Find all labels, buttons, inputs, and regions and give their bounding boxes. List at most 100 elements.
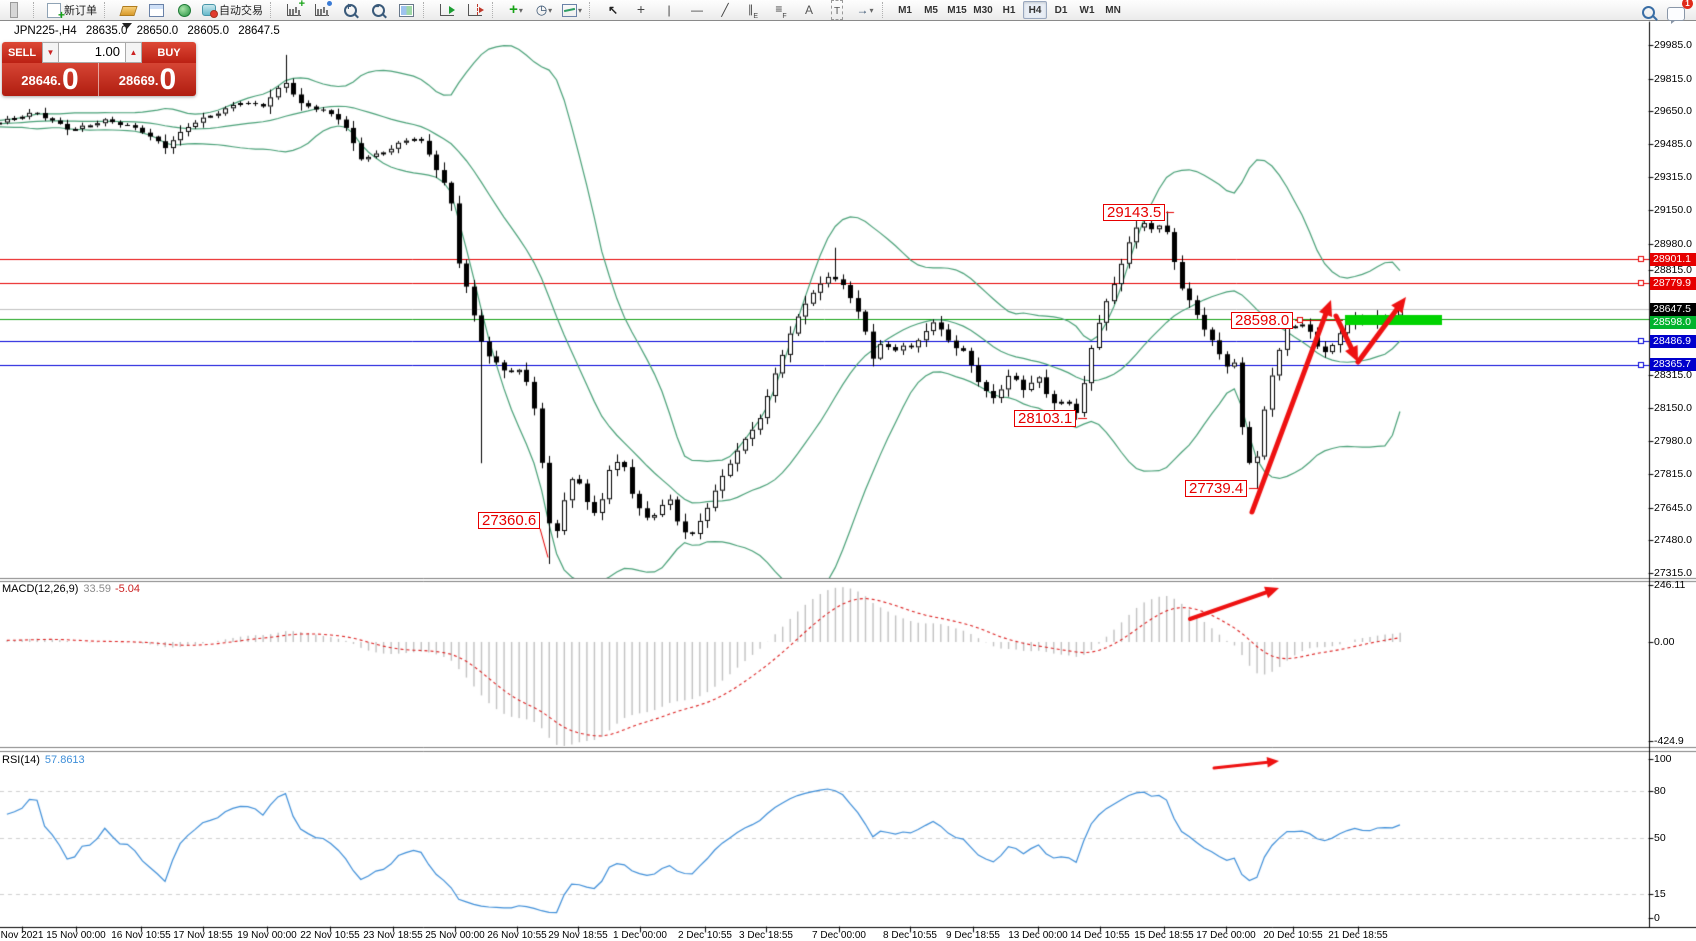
open-value: 28635.0	[85, 25, 128, 37]
text-button[interactable]	[796, 0, 822, 20]
horizontal-line-button[interactable]	[684, 0, 710, 20]
timeframe-m30-button[interactable]: M30	[973, 4, 993, 16]
dropdown-caret-icon[interactable]: ▾	[548, 5, 553, 15]
price-axis-label: 27315.0	[1654, 567, 1692, 579]
tile-windows-button[interactable]	[393, 0, 419, 20]
trendline-icon	[721, 1, 728, 19]
chart-shift-button[interactable]	[462, 0, 488, 20]
auto-scroll-button[interactable]	[434, 0, 460, 20]
main-toolbar: 新订单 自动交易 ▾ ▾ ▾ ▾ M1 M5 M15 M30 H1 H4 D1 W1 MN	[0, 0, 1696, 22]
sounds-button[interactable]	[171, 0, 197, 20]
price-callout-label[interactable]: 27739.4	[1185, 480, 1248, 497]
timeframe-d1-button[interactable]: D1	[1054, 4, 1068, 16]
zoom-in-button[interactable]	[337, 0, 363, 20]
alerts-button[interactable]	[115, 0, 141, 20]
price-axis-label: 28815.0	[1654, 264, 1692, 276]
period-menu-button[interactable]: ▾	[531, 0, 557, 20]
time-axis-label: 16 Nov 10:55	[111, 930, 171, 941]
oneclick-collapse-caret[interactable]	[122, 23, 132, 29]
time-axis-label: 22 Nov 10:55	[300, 930, 360, 941]
template-menu-icon	[562, 3, 577, 17]
label-button[interactable]	[824, 0, 850, 20]
timeframe-m15-button[interactable]: M15	[947, 4, 967, 16]
volume-up-button[interactable]: ▲	[125, 42, 142, 63]
rsi-axis-label: 0	[1654, 912, 1660, 924]
macd-axis-label: 0.00	[1654, 636, 1675, 648]
price-axis-badge: 28647.5	[1650, 303, 1696, 316]
indicator-list-button[interactable]	[281, 0, 307, 20]
price-callout-label[interactable]: 28103.1	[1014, 410, 1077, 427]
search-button[interactable]	[1635, 2, 1661, 22]
price-axis-label: 29485.0	[1654, 138, 1692, 150]
buy-button[interactable]: BUY	[142, 42, 196, 63]
high-value: 28650.0	[136, 25, 179, 37]
new-order-icon	[47, 2, 65, 22]
trendline-button[interactable]	[712, 0, 738, 20]
price-axis-label: 27815.0	[1654, 468, 1692, 480]
time-axis-label: 19 Nov 00:00	[237, 930, 297, 941]
buy-price[interactable]: 28669. 0	[99, 63, 196, 96]
dropdown-caret-icon[interactable]: ▾	[518, 5, 523, 15]
cursor-button[interactable]	[600, 0, 626, 20]
price-axis-label: 29985.0	[1654, 39, 1692, 51]
text-icon	[805, 1, 813, 19]
price-axis-label: 29815.0	[1654, 73, 1692, 85]
time-axis-label: 23 Nov 18:55	[363, 930, 423, 941]
price-callout-label[interactable]: 28598.0	[1231, 312, 1294, 329]
price-axis-label: 27645.0	[1654, 502, 1692, 514]
fibonacci-button[interactable]	[768, 0, 794, 20]
zoom-out-button[interactable]	[365, 0, 391, 20]
macd-name: MACD(12,26,9)	[2, 583, 79, 595]
vertical-line-button[interactable]	[656, 0, 682, 20]
buy-price-pip: 0	[159, 63, 177, 96]
fibonacci-icon	[775, 0, 786, 19]
timeframe-mn-button[interactable]: MN	[1105, 4, 1121, 16]
timeframe-m5-button[interactable]: M5	[924, 4, 938, 16]
add-indicator-button[interactable]: ▾	[503, 0, 529, 20]
price-axis-label: 29150.0	[1654, 204, 1692, 216]
rsi-axis-label: 15	[1654, 888, 1666, 900]
dropdown-caret-icon[interactable]: ▾	[869, 5, 874, 15]
sell-price[interactable]: 28646. 0	[2, 63, 99, 96]
time-axis-label: 17 Dec 00:00	[1196, 930, 1256, 941]
time-axis-label: 20 Dec 10:55	[1263, 930, 1323, 941]
template-menu-button[interactable]: ▾	[559, 0, 585, 20]
timeframe-h4-button[interactable]: H4	[1023, 1, 1048, 19]
close-value: 28647.5	[238, 25, 280, 37]
auto-trading-button[interactable]: 自动交易	[199, 0, 266, 20]
volume-input[interactable]: 1.00	[59, 42, 125, 63]
one-click-price-row: 28646. 0 28669. 0	[2, 63, 196, 96]
sell-price-dot: .	[57, 73, 62, 88]
toolbar-separator	[423, 2, 430, 18]
market-depth-button[interactable]	[143, 0, 169, 20]
volume-down-button[interactable]: ▼	[42, 42, 59, 63]
chart-title: JPN225-,H4 28635.0 28650.0 28605.0 28647…	[14, 25, 286, 37]
price-callout-label[interactable]: 27360.6	[478, 512, 541, 529]
price-axis-label: 28315.0	[1654, 369, 1692, 381]
timeframe-m1-button[interactable]: M1	[898, 4, 912, 16]
zoom-in-icon	[343, 2, 357, 17]
crosshair-button[interactable]	[628, 0, 654, 20]
horizontal-line-icon	[691, 1, 703, 19]
timeframe-h1-button[interactable]: H1	[1002, 4, 1016, 16]
arrows-button[interactable]: ▾	[852, 0, 878, 20]
sell-button[interactable]: SELL	[2, 42, 42, 63]
price-axis-badge: 28598.0	[1650, 316, 1696, 329]
dropdown-caret-icon[interactable]: ▾	[578, 5, 583, 15]
chat-icon	[1667, 6, 1685, 24]
timeframe-w1-button[interactable]: W1	[1079, 4, 1095, 16]
notifications-button[interactable]: 1	[1663, 0, 1693, 24]
buy-price-dot: .	[154, 73, 159, 88]
time-axis-label: 14 Dec 10:55	[1070, 930, 1130, 941]
time-axis-label: 7 Dec 00:00	[812, 930, 866, 941]
alerts-icon	[118, 6, 138, 16]
object-list-button[interactable]	[309, 0, 335, 20]
price-callout-label[interactable]: 29143.5	[1103, 204, 1166, 221]
cursor-icon	[608, 1, 618, 19]
channel-button[interactable]	[740, 0, 766, 20]
new-order-button[interactable]: 新订单	[44, 0, 100, 22]
time-axis-label: 15 Dec 18:55	[1134, 930, 1194, 941]
macd-signal-value: -5.04	[114, 583, 141, 595]
